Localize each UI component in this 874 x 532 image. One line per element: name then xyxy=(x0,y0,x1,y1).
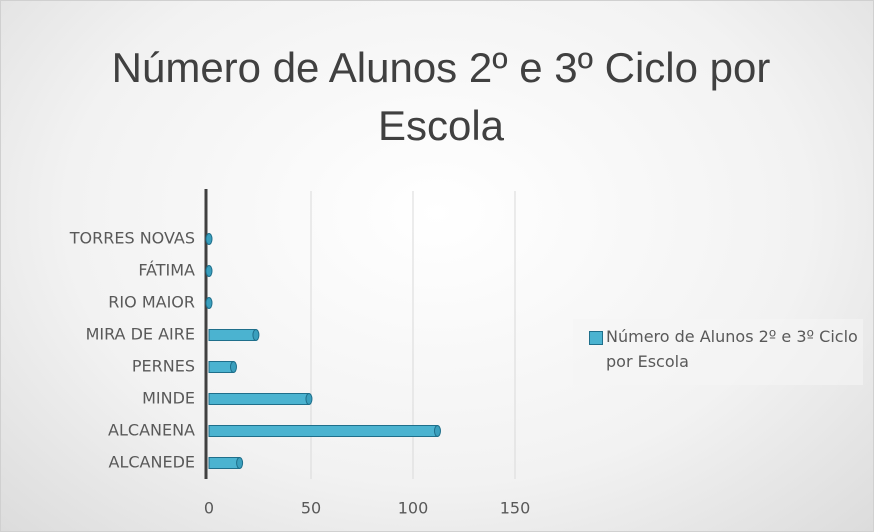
bar-cap xyxy=(305,393,313,405)
y-tick-label: PERNES xyxy=(132,357,195,376)
legend-label: Número de Alunos 2º e 3º Ciclo por Escol… xyxy=(606,327,858,371)
y-tick-label: MIRA DE AIRE xyxy=(86,325,195,344)
bar-cap xyxy=(205,297,213,309)
legend-swatch xyxy=(589,331,603,345)
bar xyxy=(208,361,234,373)
bar-cap xyxy=(433,425,441,437)
y-tick-label: MINDE xyxy=(142,389,195,408)
x-tick-label: 100 xyxy=(398,499,429,518)
bar-cap xyxy=(252,329,260,341)
bar xyxy=(208,425,438,437)
chart-title: Número de Alunos 2º e 3º Ciclo por Escol… xyxy=(111,44,771,149)
bar-cap xyxy=(236,457,244,469)
bar-cap xyxy=(205,233,213,245)
bar-cap xyxy=(229,361,237,373)
y-tick-label: RIO MAIOR xyxy=(108,293,195,312)
x-tick-label: 50 xyxy=(301,499,321,518)
bar xyxy=(208,457,241,469)
y-tick-label: ALCANENA xyxy=(108,421,195,440)
x-tick-label: 150 xyxy=(500,499,531,518)
bar xyxy=(208,329,257,341)
bar-cap xyxy=(205,265,213,277)
bar xyxy=(208,393,310,405)
y-tick-label: FÁTIMA xyxy=(138,261,195,280)
y-tick-label: ALCANEDE xyxy=(109,453,195,472)
y-tick-label: TORRES NOVAS xyxy=(69,229,195,248)
x-tick-label: 0 xyxy=(204,499,214,518)
legend: Número de Alunos 2º e 3º Ciclo por Escol… xyxy=(573,319,863,385)
